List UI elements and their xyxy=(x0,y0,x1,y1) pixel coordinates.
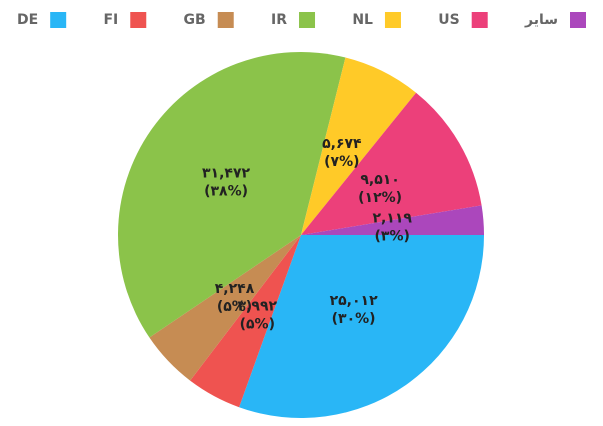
percent-label: (۳۰%) xyxy=(332,311,376,327)
percent-label: (۵%) xyxy=(240,316,275,332)
legend-label: GB xyxy=(184,12,206,28)
pie-slice xyxy=(149,235,301,381)
legend-label: NL xyxy=(352,12,373,28)
percent-label: (۳%) xyxy=(375,229,410,245)
legend-swatch xyxy=(471,12,488,28)
legend-label: FI xyxy=(103,12,118,28)
pie-slice xyxy=(301,57,417,235)
value-label: ۴,۲۴۸ xyxy=(215,281,255,297)
value-label: ۹,۵۱۰ xyxy=(360,172,400,188)
legend-swatch xyxy=(50,12,67,28)
value-label: ۲,۱۱۹ xyxy=(372,211,412,227)
legend-label: US xyxy=(438,12,459,28)
percent-label: (۳۸%) xyxy=(204,184,248,200)
legend-swatch xyxy=(130,12,147,28)
legend-swatch xyxy=(570,12,586,28)
percent-label: (۵%) xyxy=(217,299,252,315)
pie-slice xyxy=(117,51,346,338)
value-label: ۵,۶۷۴ xyxy=(322,136,362,152)
legend-label: IR xyxy=(271,12,287,28)
pie-slice xyxy=(301,205,484,235)
percent-label: (۱۲%) xyxy=(358,190,402,206)
legend-label: DE xyxy=(17,12,38,28)
value-label: ۲۵,۰۱۲ xyxy=(330,293,378,309)
legend-label: سایر xyxy=(524,12,558,28)
legend-swatch xyxy=(217,12,234,28)
percent-label: (۷%) xyxy=(324,154,359,170)
legend: DE FI GB IR NL US سایر xyxy=(17,12,586,28)
legend-swatch xyxy=(384,12,401,28)
value-label: ۳۱,۴۷۲ xyxy=(202,166,250,182)
pie-slice xyxy=(239,235,484,418)
value-label: ۳,۹۹۲ xyxy=(238,298,278,314)
pie-slice xyxy=(190,235,301,408)
pie-slice xyxy=(301,92,482,235)
legend-swatch xyxy=(299,12,316,28)
